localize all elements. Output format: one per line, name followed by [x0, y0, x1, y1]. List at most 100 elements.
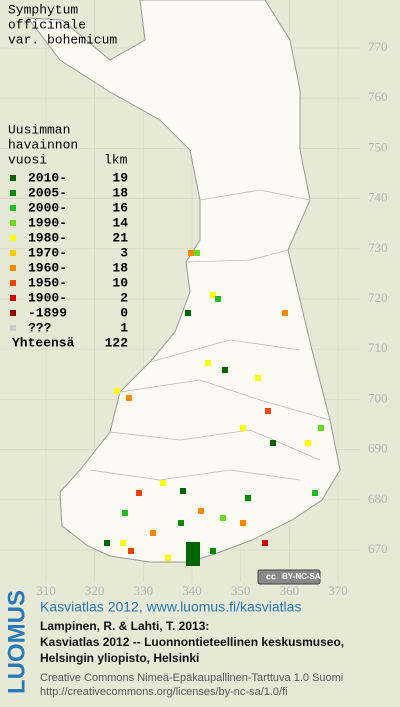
y-tick-label: 770: [368, 39, 388, 54]
x-tick-label: 320: [85, 583, 105, 598]
legend-header: Uusimman: [8, 122, 70, 137]
occurrence: [255, 375, 261, 381]
legend-swatch: [10, 235, 16, 241]
legend-label: 2000-: [28, 200, 67, 215]
citation-line: Lampinen, R. & Lahti, T. 2013:: [40, 619, 209, 633]
y-tick-label: 740: [368, 190, 388, 205]
x-tick-label: 350: [231, 583, 251, 598]
occurrence: [318, 425, 324, 431]
occurrence: [104, 540, 110, 546]
legend-count: 10: [112, 275, 128, 290]
occurrence: [220, 515, 226, 521]
legend-count: 21: [112, 230, 128, 245]
occurrence: [282, 310, 288, 316]
occurrence: [265, 408, 271, 414]
occurrence: [180, 488, 186, 494]
y-tick-label: 700: [368, 390, 388, 405]
license-line: Creative Commons Nimeä-Epäkaupallinen-Ta…: [40, 672, 343, 684]
y-tick-label: 680: [368, 491, 388, 506]
legend-count: 19: [112, 170, 128, 185]
occurrence: [188, 250, 194, 256]
legend-label: 1900-: [28, 290, 67, 305]
legend-count: 18: [112, 185, 128, 200]
legend-swatch: [10, 310, 16, 316]
y-tick-label: 710: [368, 340, 388, 355]
legend-count: 16: [112, 200, 128, 215]
legend-count: 14: [112, 215, 128, 230]
occurrence: [270, 440, 276, 446]
occurrence: [222, 367, 228, 373]
legend-count: 1: [120, 320, 128, 335]
y-tick-label: 730: [368, 240, 388, 255]
occurrence: [312, 490, 318, 496]
legend-label: 1960-: [28, 260, 67, 275]
legend-label: 1950-: [28, 275, 67, 290]
y-tick-label: 720: [368, 290, 388, 305]
badge-text: BY-NC-SA: [282, 572, 321, 581]
legend-label: 1990-: [28, 215, 67, 230]
legend-swatch: [10, 250, 16, 256]
occurrence: [122, 510, 128, 516]
citation-line: Helsingin yliopisto, Helsinki: [40, 651, 199, 665]
y-tick-label: 670: [368, 541, 388, 556]
legend-swatch: [10, 280, 16, 286]
legend-label: 2010-: [28, 170, 67, 185]
logo: LUOMUS: [3, 590, 30, 694]
x-tick-label: 330: [134, 583, 154, 598]
legend-header: havainnon: [8, 137, 78, 152]
occurrence: [240, 425, 246, 431]
occurrence: [185, 310, 191, 316]
occurrence: [210, 548, 216, 554]
x-tick-label: 360: [280, 583, 300, 598]
species-title: officinale: [8, 17, 86, 32]
occurrence: [126, 395, 132, 401]
legend-swatch: [10, 220, 16, 226]
legend-count-heading: lkm: [104, 152, 128, 167]
occurrence: [186, 542, 200, 566]
legend-swatch: [10, 205, 16, 211]
legend-total-label: Yhteensä: [12, 335, 75, 350]
legend-label: 2005-: [28, 185, 67, 200]
occurrence: [262, 540, 268, 546]
occurrence: [240, 520, 246, 526]
legend-count: 18: [112, 260, 128, 275]
legend-count: 3: [120, 245, 128, 260]
legend-swatch: [10, 175, 16, 181]
occurrence: [136, 490, 142, 496]
species-title: Symphytum: [8, 2, 78, 17]
legend-label: 1980-: [28, 230, 67, 245]
occurrence: [120, 540, 126, 546]
legend-count: 0: [120, 305, 128, 320]
x-tick-label: 310: [36, 583, 56, 598]
occurrence-squares: [104, 250, 324, 566]
occurrence: [178, 520, 184, 526]
legend-total: 122: [105, 335, 129, 350]
occurrence: [165, 555, 171, 561]
occurrence: [114, 388, 120, 394]
occurrence: [245, 495, 251, 501]
species-title: var. bohemicum: [8, 32, 117, 47]
occurrence: [150, 530, 156, 536]
occurrence: [305, 440, 311, 446]
occurrence: [194, 250, 200, 256]
occurrence: [210, 292, 216, 298]
finland-outline: [26, 0, 341, 563]
badge-cc: cc: [266, 571, 276, 581]
legend-swatch: [10, 325, 16, 331]
x-tick-label: 340: [182, 583, 202, 598]
x-tick-label: 370: [328, 583, 348, 598]
legend-label: 1970-: [28, 245, 67, 260]
footer-heading: Kasviatlas 2012, www.luomus.fi/kasviatla…: [40, 599, 301, 615]
legend-count: 2: [120, 290, 128, 305]
occurrence: [160, 480, 166, 486]
legend-label: -1899: [28, 305, 67, 320]
y-tick-label: 760: [368, 89, 388, 104]
occurrence: [205, 360, 211, 366]
legend-label: ???: [28, 320, 52, 335]
region-borders: [89, 189, 331, 481]
occurrence: [128, 548, 134, 554]
y-tick-label: 750: [368, 139, 388, 154]
y-tick-label: 690: [368, 441, 388, 456]
